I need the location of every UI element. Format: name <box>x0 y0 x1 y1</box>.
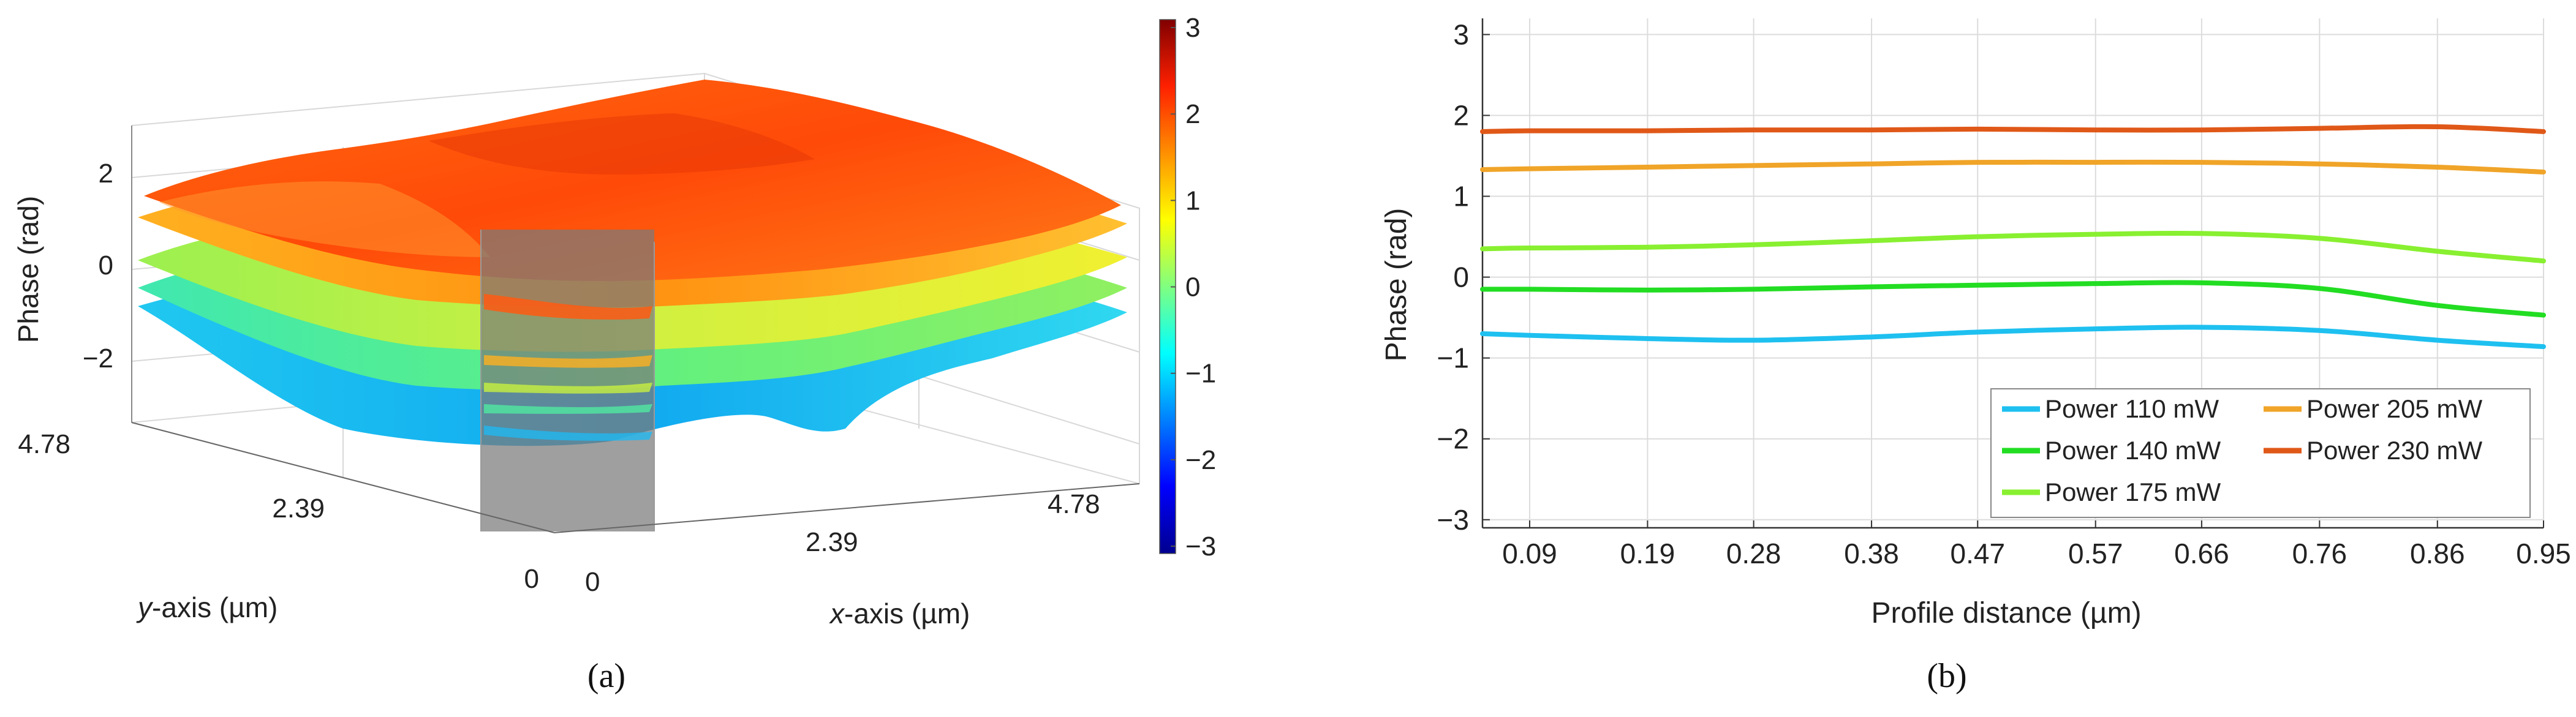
colorbar-tick-label: 1 <box>1185 186 1200 216</box>
panel-a-caption: (a) <box>587 657 625 695</box>
surface-230mw-shade <box>429 113 815 175</box>
x-tick-label: 0.57 <box>2068 538 2123 569</box>
x-tick-label: 0.76 <box>2292 538 2347 569</box>
slice-cut-140 <box>484 404 652 414</box>
surface-230mw-highlight <box>159 181 490 257</box>
y-axis-title: Phase (rad) <box>1380 208 1413 362</box>
x-tick-2-39: 2.39 <box>806 527 858 557</box>
z-tick-neg2: −2 <box>83 343 113 374</box>
x-axis-title: Profile distance (µm) <box>1871 597 2141 629</box>
legend-label: Power 110 mW <box>2045 394 2219 423</box>
legend-label: Power 230 mW <box>2306 436 2482 465</box>
panel-b-caption: (b) <box>1927 657 1966 695</box>
y-tick-label: 1 <box>1453 181 1469 212</box>
x-tick-label: 0.09 <box>1502 538 1557 569</box>
plot-axes: 0.09 0.19 0.28 0.38 0.47 0.57 0.66 0.76 0.86 0.95… <box>1437 18 2571 569</box>
y-tick-0: 0 <box>524 564 539 594</box>
z-tick-0: 0 <box>99 250 113 280</box>
colorbar-tick-label: 3 <box>1185 13 1200 43</box>
legend-box <box>1990 388 2531 518</box>
colorbar-tick-label: −2 <box>1185 445 1216 475</box>
y-tick-label: 3 <box>1453 18 1469 50</box>
slice-cut-205 <box>484 355 652 368</box>
slice-cut-230 <box>484 294 652 320</box>
slice-plane <box>481 230 654 531</box>
y-tick-label: −2 <box>1437 423 1469 455</box>
x-tick-label: 0.47 <box>1951 538 2006 569</box>
x-tick-label: 0.19 <box>1620 538 1675 569</box>
x-tick-label: 0.28 <box>1726 538 1781 569</box>
y-tick-label: 2 <box>1453 99 1469 131</box>
y-axis: 4.78 2.39 0 y-axis (µm) <box>18 422 555 623</box>
panel-a: 2 0 −2 Phase (rad) 4.78 2.39 0 y-axis (µ… <box>12 13 1216 695</box>
legend: Power 110 mW Power 140 mW Power 175 mW Powe… <box>1990 388 2531 518</box>
panel-b: 0.09 0.19 0.28 0.38 0.47 0.57 0.66 0.76 0.86 0.95… <box>1380 18 2571 695</box>
x-tick-label: 0.86 <box>2410 538 2465 569</box>
legend-items: Power 110 mW Power 140 mW Power 175 mW Powe… <box>2002 394 2482 506</box>
y-tick-2-39: 2.39 <box>272 494 325 524</box>
colorbar-tick-label: −3 <box>1185 531 1216 561</box>
z-axis: 2 0 −2 Phase (rad) <box>12 126 132 422</box>
y-axis-label: y-axis (µm) <box>136 591 278 623</box>
legend-label: Power 140 mW <box>2045 436 2221 465</box>
series-line-power-230-mw <box>1480 124 2546 134</box>
slice-cut-110 <box>484 426 652 441</box>
colorbar-tick-label: 2 <box>1185 99 1200 129</box>
legend-label: Power 175 mW <box>2045 478 2221 506</box>
x-tick-0: 0 <box>585 567 600 597</box>
x-tick-4-78: 4.78 <box>1048 489 1100 519</box>
series-line-power-110-mw <box>1480 325 2546 350</box>
series-line-power-205-mw <box>1480 159 2546 175</box>
series-line-power-140-mw <box>1480 280 2546 318</box>
x-axis-label: x-axis (µm) <box>829 598 970 629</box>
x-tick-label: 0.38 <box>1844 538 1899 569</box>
y-tick-label: −1 <box>1437 342 1469 374</box>
colorbar-tick-label: −1 <box>1185 359 1216 389</box>
colorbar-tick-label: 0 <box>1185 272 1200 302</box>
x-tick-label: 0.95 <box>2516 538 2571 569</box>
legend-label: Power 205 mW <box>2306 394 2482 423</box>
colorbar: 3 2 1 0 −1 −2 −3 <box>1159 13 1216 561</box>
y-tick-label: −3 <box>1437 504 1469 536</box>
series-line-power-175-mw <box>1480 230 2546 264</box>
slice-cut-175 <box>484 383 652 394</box>
y-tick-4-78: 4.78 <box>18 429 70 459</box>
y-tick-label: 0 <box>1453 261 1469 293</box>
z-axis-label: Phase (rad) <box>12 196 44 343</box>
x-tick-label: 0.66 <box>2174 538 2229 569</box>
x-axis: 0 2.39 4.78 x-axis (µm) <box>554 483 1140 629</box>
z-tick-2: 2 <box>99 159 113 189</box>
colorbar-ticks: 3 2 1 0 −1 −2 −3 <box>1171 13 1216 561</box>
plot-series <box>1480 124 2546 350</box>
